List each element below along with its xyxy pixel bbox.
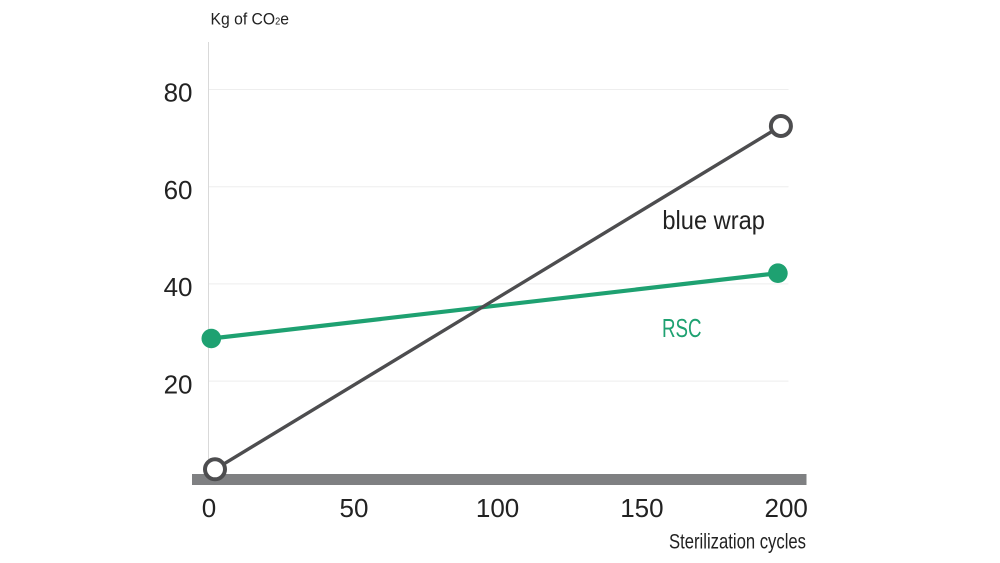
svg-text:blue wrap: blue wrap	[662, 205, 765, 235]
svg-text:Kg of CO2e: Kg of CO2e	[211, 10, 289, 29]
svg-text:150: 150	[620, 493, 663, 523]
svg-text:60: 60	[164, 175, 193, 205]
svg-text:80: 80	[164, 78, 193, 108]
svg-text:100: 100	[476, 493, 519, 523]
svg-text:0: 0	[202, 493, 216, 523]
svg-text:40: 40	[164, 272, 193, 302]
svg-text:50: 50	[340, 493, 369, 523]
svg-text:200: 200	[765, 493, 808, 523]
svg-text:20: 20	[164, 369, 193, 399]
svg-text:Sterilization cycles: Sterilization cycles	[669, 530, 806, 553]
svg-text:RSC: RSC	[662, 313, 702, 343]
